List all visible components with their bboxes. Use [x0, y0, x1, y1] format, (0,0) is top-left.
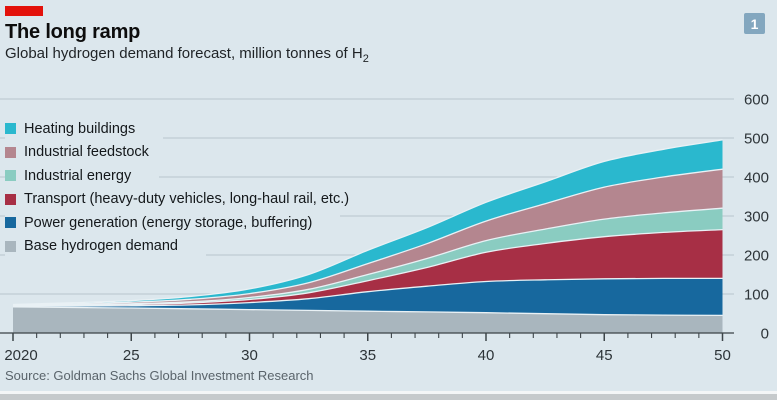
area-top-edge-industrial-energy [12, 207, 723, 306]
legend-item-base-hydrogen-demand: Base hydrogen demand [5, 234, 206, 258]
legend-swatch-power-generation [5, 217, 16, 229]
legend-swatch-base-hydrogen-demand [5, 240, 16, 252]
chart-subtitle: Global hydrogen demand forecast, million… [5, 45, 369, 65]
source-attribution: Source: Goldman Sachs Global Investment … [5, 368, 314, 383]
x-axis-tick-label: 40 [478, 347, 495, 364]
legend-label-heating-buildings: Heating buildings [24, 120, 136, 137]
x-axis-tick-label: 35 [359, 347, 376, 364]
legend-label-base-hydrogen-demand: Base hydrogen demand [24, 238, 178, 255]
x-axis-ticks [12, 333, 724, 341]
figure-number-badge: 1 [744, 13, 765, 34]
legend-label-power-generation: Power generation (energy storage, buffer… [24, 214, 313, 231]
legend-item-power-generation: Power generation (energy storage, buffer… [5, 211, 341, 235]
chart-title: The long ramp [5, 21, 141, 43]
legend-swatch-transport [5, 193, 16, 205]
economist-red-tab [5, 6, 43, 16]
area-top-edge-heating-buildings [12, 139, 723, 306]
area-transport [13, 229, 723, 307]
x-axis-tick-label: 30 [241, 347, 258, 364]
x-axis-tick-label: 50 [714, 347, 731, 364]
legend-label-industrial-feedstock: Industrial feedstock [24, 144, 149, 161]
legend-item-transport: Transport (heavy-duty vehicles, long-hau… [5, 187, 378, 211]
area-industrial-feedstock [13, 169, 723, 306]
legend-swatch-industrial-energy [5, 170, 16, 182]
x-axis-tick-label: 45 [596, 347, 613, 364]
legend-swatch-heating-buildings [5, 123, 16, 135]
legend-label-industrial-energy: Industrial energy [24, 167, 132, 184]
area-top-edge-industrial-feedstock [12, 168, 723, 306]
area-top-edge-transport [12, 228, 723, 307]
legend-item-industrial-feedstock: Industrial feedstock [5, 140, 177, 164]
y-axis-tick-label: 400 [744, 170, 769, 187]
legend-label-transport: Transport (heavy-duty vehicles, long-hau… [24, 191, 350, 208]
y-axis-tick-label: 500 [744, 131, 769, 148]
y-axis-tick-label: 100 [744, 287, 769, 304]
screenshot-bottom-edge [0, 394, 777, 400]
area-industrial-energy [13, 208, 723, 306]
area-top-edge-base-hydrogen-demand [12, 306, 723, 317]
y-axis-tick-label: 600 [744, 92, 769, 109]
stacked-areas [12, 139, 723, 333]
legend-swatch-industrial-feedstock [5, 146, 16, 158]
screenshot-bottom-gap [0, 391, 777, 394]
x-axis-tick-label: 25 [123, 347, 140, 364]
area-base-hydrogen-demand [13, 306, 723, 333]
chart-subtitle-subscript: 2 [362, 53, 369, 65]
legend: Heating buildings Industrial feedstock I… [5, 117, 378, 258]
y-axis-tick-label: 300 [744, 209, 769, 226]
area-top-edge-power-generation [12, 277, 723, 307]
y-axis-tick-label: 200 [744, 248, 769, 265]
area-power-generation [13, 278, 723, 316]
area-heating-buildings [13, 139, 723, 305]
chart-subtitle-text: Global hydrogen demand forecast, million… [5, 45, 363, 62]
legend-item-industrial-energy: Industrial energy [5, 164, 160, 188]
y-axis-tick-label: 0 [761, 326, 769, 343]
legend-item-heating-buildings: Heating buildings [5, 117, 164, 141]
x-axis-tick-label: 2020 [4, 347, 37, 364]
